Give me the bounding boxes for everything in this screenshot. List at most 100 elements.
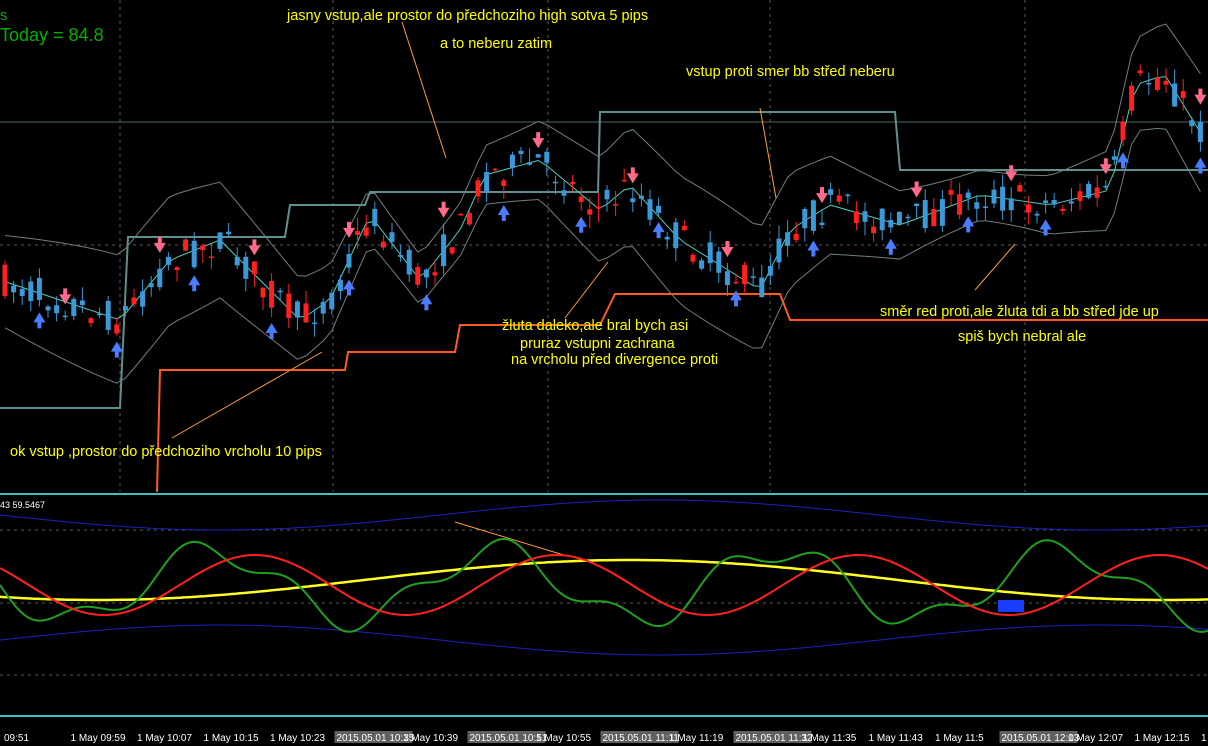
indicator-line bbox=[0, 537, 1208, 633]
candle-body bbox=[1094, 187, 1100, 198]
time-label: 1 May 11:5 bbox=[935, 733, 984, 744]
candle-body bbox=[681, 225, 687, 231]
candle-body bbox=[19, 288, 25, 297]
candle-body bbox=[810, 200, 816, 231]
candle-body bbox=[191, 240, 197, 268]
signal-arrow bbox=[1194, 157, 1207, 174]
candle-body bbox=[303, 303, 309, 323]
candle-body bbox=[836, 195, 842, 202]
signal-arrow bbox=[33, 312, 46, 329]
signal-arrow bbox=[188, 275, 201, 292]
candle-body bbox=[1034, 213, 1040, 216]
signal-arrow bbox=[420, 294, 433, 311]
candle-body bbox=[879, 208, 885, 231]
candle-body bbox=[1137, 70, 1143, 74]
axis-highlight bbox=[999, 731, 1078, 743]
signal-arrow bbox=[884, 238, 897, 255]
signal-arrow bbox=[532, 132, 545, 149]
candle-body bbox=[114, 324, 120, 334]
candle-body bbox=[62, 315, 68, 318]
candle-body bbox=[484, 171, 490, 192]
candle-body bbox=[389, 232, 395, 242]
candle-body bbox=[1086, 183, 1092, 198]
candle-body bbox=[312, 322, 318, 325]
signal-arrow bbox=[343, 221, 355, 238]
candle-body bbox=[845, 194, 851, 197]
indicator-line bbox=[0, 553, 1208, 617]
time-label: 2015.05.01 11:11 bbox=[603, 733, 680, 744]
candle-body bbox=[982, 206, 988, 208]
candle-body bbox=[896, 211, 902, 225]
candle-body bbox=[544, 151, 550, 163]
time-label: 2015.05.01 12:03 bbox=[1002, 733, 1080, 744]
candle-body bbox=[776, 238, 782, 263]
candle-body bbox=[647, 199, 653, 220]
time-label: 1 May 11:43 bbox=[869, 733, 924, 744]
candle-body bbox=[286, 293, 292, 318]
candle-body bbox=[862, 211, 868, 222]
candle-body bbox=[828, 189, 834, 195]
signal-arrow bbox=[910, 181, 923, 198]
candle-body bbox=[294, 301, 300, 318]
candle-body bbox=[466, 212, 472, 225]
candle-body bbox=[957, 194, 963, 215]
indicator-line bbox=[0, 624, 1208, 656]
candle-body bbox=[1017, 185, 1023, 192]
candle-body bbox=[759, 277, 765, 298]
candle-body bbox=[871, 226, 877, 234]
signal-arrow bbox=[1005, 165, 1018, 182]
candle-body bbox=[372, 208, 378, 227]
candle-body bbox=[552, 181, 558, 184]
candle-body bbox=[561, 190, 567, 196]
candle-body bbox=[217, 232, 223, 249]
signal-arrow bbox=[1099, 158, 1112, 175]
candle-body bbox=[88, 318, 94, 324]
candle-body bbox=[931, 209, 937, 227]
candle-body bbox=[243, 256, 249, 279]
signal-arrow bbox=[816, 187, 828, 204]
candle-body bbox=[105, 300, 111, 330]
signal-arrow bbox=[1117, 152, 1129, 169]
candle-body bbox=[260, 287, 266, 298]
candle-body bbox=[604, 189, 610, 200]
candle-body bbox=[1051, 199, 1057, 205]
signal-arrow bbox=[59, 288, 72, 305]
channel-upper bbox=[0, 111, 1208, 409]
candle-body bbox=[97, 313, 103, 316]
signal-arrow bbox=[265, 323, 278, 340]
time-label: 1 May 11:35 bbox=[802, 733, 857, 744]
grid bbox=[0, 0, 1208, 676]
candle-body bbox=[363, 227, 369, 236]
time-label: 1 May 10:07 bbox=[137, 733, 192, 744]
candle-body bbox=[733, 281, 739, 284]
candle-body bbox=[355, 231, 361, 235]
candle-body bbox=[234, 256, 240, 266]
candle-body bbox=[200, 245, 206, 251]
candles bbox=[2, 64, 1207, 358]
candle-body bbox=[638, 195, 644, 199]
candle-body bbox=[914, 203, 920, 207]
annotation: na vrcholu před divergence proti bbox=[511, 352, 718, 368]
indicator-line bbox=[0, 558, 1208, 602]
time-axis: 09:51 1 May 09:59 1 May 10:07 1 May 10:15 1 … bbox=[4, 731, 1208, 744]
candle-body bbox=[965, 192, 971, 199]
candle-body bbox=[165, 256, 171, 265]
candle-body bbox=[888, 220, 894, 228]
time-label: 1 May 12:15 bbox=[1135, 733, 1190, 744]
candle-body bbox=[613, 204, 619, 206]
candle-body bbox=[501, 180, 507, 187]
signal-arrow bbox=[437, 201, 450, 218]
candle-body bbox=[406, 249, 412, 275]
candle-body bbox=[724, 271, 730, 286]
candle-body bbox=[432, 272, 438, 276]
time-label: 2015.05.01 10:35 bbox=[337, 733, 415, 744]
candle-body bbox=[11, 285, 17, 293]
signal-arrow bbox=[730, 290, 742, 307]
candle-body bbox=[1000, 186, 1006, 211]
candle-body bbox=[45, 306, 51, 311]
candle-body bbox=[148, 283, 154, 288]
candle-body bbox=[578, 196, 584, 202]
